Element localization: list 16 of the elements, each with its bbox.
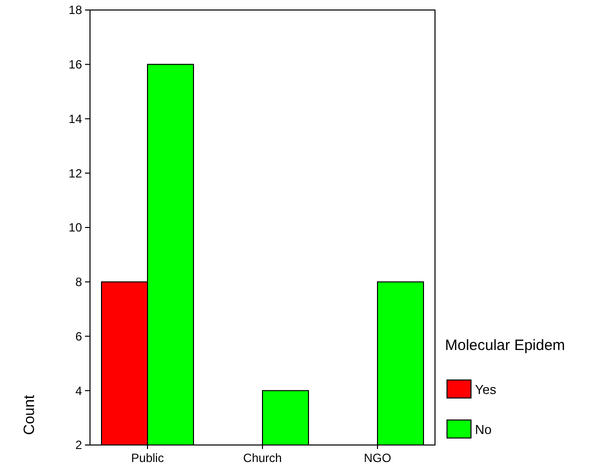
y-tick-label: 4 (75, 384, 82, 398)
y-tick-label: 8 (75, 275, 82, 290)
y-axis-title: Count (21, 394, 38, 436)
y-tick-label: 16 (68, 58, 82, 72)
y-tick-label: 6 (75, 329, 82, 344)
legend-title: Molecular Epidem (445, 337, 566, 354)
x-tick-label: Church (243, 451, 282, 465)
y-tick-label: 10 (68, 220, 82, 235)
x-tick-label: Public (131, 451, 164, 465)
x-tick-label: NGO (364, 451, 392, 465)
legend-label: Yes (475, 382, 497, 397)
y-tick-label: 18 (68, 3, 82, 18)
legend-label: No (475, 422, 492, 437)
y-tick-label: 12 (68, 166, 82, 180)
y-tick-label: 2 (75, 438, 82, 452)
y-tick-label: 14 (68, 112, 82, 126)
